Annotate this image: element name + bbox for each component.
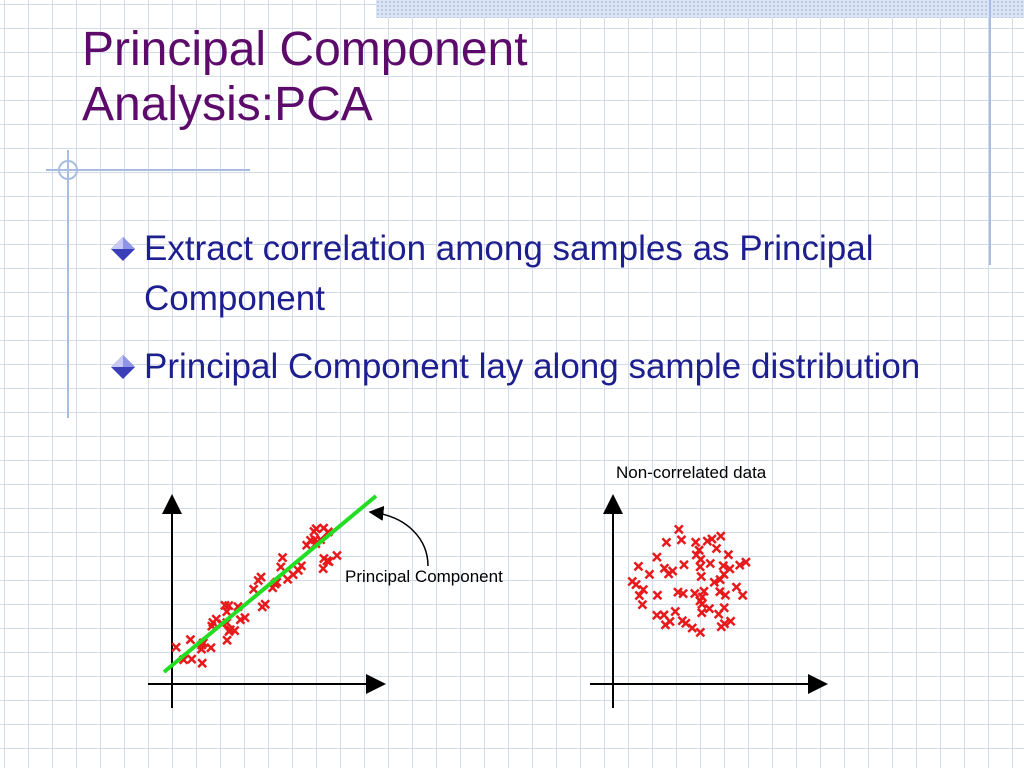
- x-marker-icon: [277, 552, 288, 563]
- x-marker-icon: [197, 658, 208, 669]
- x-marker-icon: [257, 602, 268, 612]
- x-marker-icon: [171, 642, 181, 653]
- x-marker-icon: [256, 572, 266, 583]
- bullet-item-2: Principal Component lay along sample dis…: [108, 342, 928, 392]
- x-marker-icon: [240, 612, 250, 623]
- header-band: [376, 0, 1024, 18]
- x-marker-icon: [305, 535, 316, 546]
- x-marker-icon: [296, 560, 307, 571]
- x-marker-icon: [206, 642, 216, 653]
- title-line-1: Principal Component: [82, 23, 528, 76]
- x-marker-icon: [222, 635, 232, 646]
- annotation-label: Principal Component: [345, 567, 503, 586]
- title-line-2: Analysis:PCA: [82, 78, 373, 131]
- diamond-bullet-icon: [111, 237, 135, 261]
- annotation-arrow: [368, 505, 429, 567]
- diamond-bullet-icon: [111, 355, 135, 379]
- x-marker-icon: [185, 634, 196, 645]
- x-marker-icon: [223, 600, 234, 611]
- x-marker-icon: [275, 562, 286, 572]
- x-marker-icon: [318, 563, 329, 574]
- x-marker-icon: [248, 584, 259, 595]
- x-marker-icon: [332, 550, 342, 561]
- bullet-text-1: Extract correlation among samples as Pri…: [144, 229, 874, 318]
- x-marker-icon: [224, 626, 234, 637]
- x-marker-icon: [288, 569, 299, 580]
- x-marker-icon: [309, 526, 319, 537]
- x-marker-icon: [186, 654, 197, 664]
- x-marker-icon: [322, 555, 332, 566]
- bullet-item-1: Extract correlation among samples as Pri…: [108, 224, 928, 324]
- principal-component-line: [162, 494, 378, 674]
- bullet-text-2: Principal Component lay along sample dis…: [144, 347, 921, 386]
- slide-title: Principal Component Analysis:PCA: [82, 22, 682, 132]
